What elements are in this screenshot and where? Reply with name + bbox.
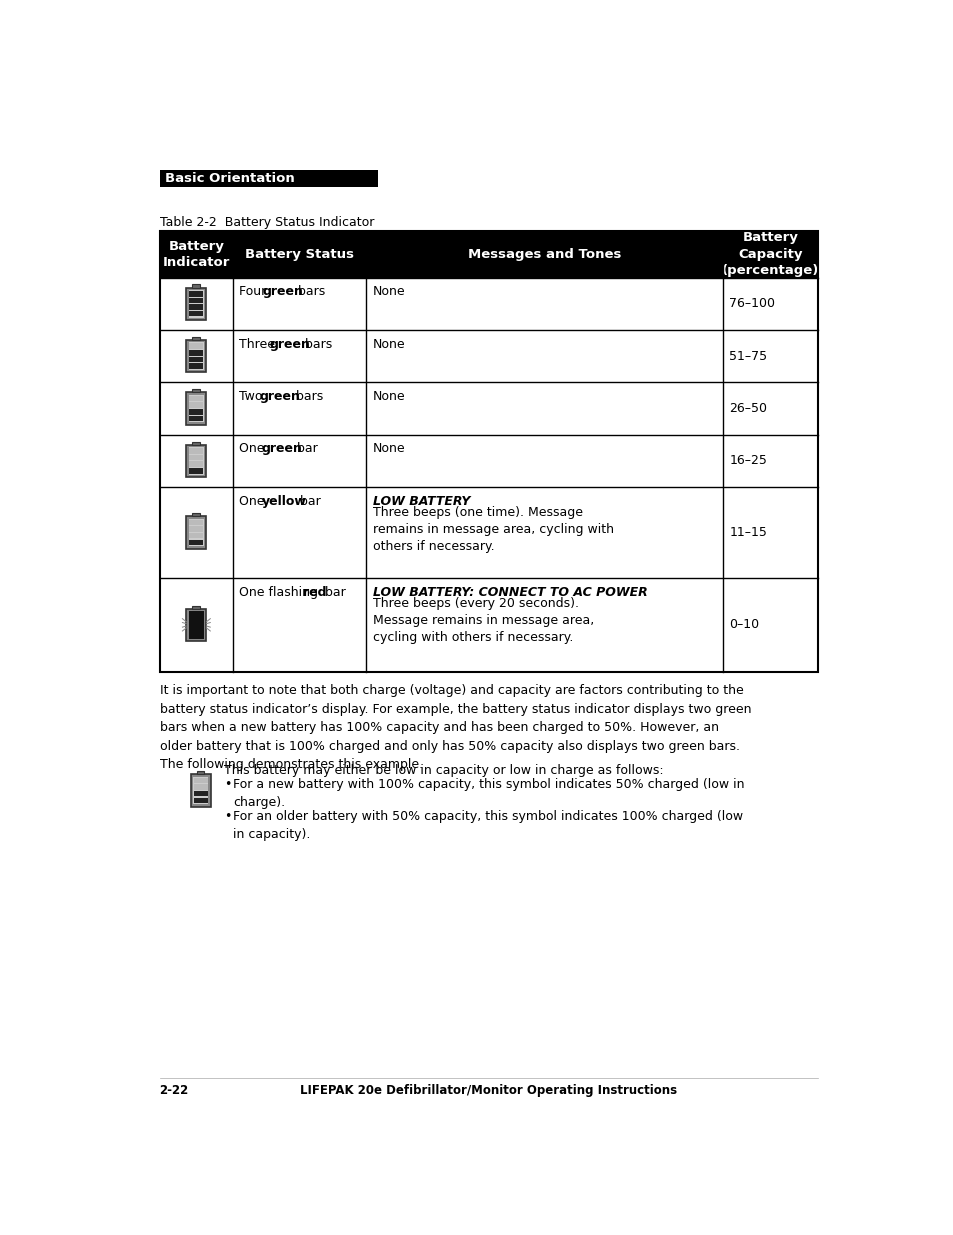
Text: For an older battery with 50% capacity, this symbol indicates 100% charged (low
: For an older battery with 50% capacity, … (233, 810, 742, 841)
Bar (193, 514, 200, 516)
Bar (186, 445, 206, 477)
Text: green: green (259, 390, 300, 403)
Text: Messages and Tones: Messages and Tones (468, 248, 620, 261)
Text: This battery may either be low in capacity or low in charge as follows:: This battery may either be low in capaci… (224, 764, 662, 777)
Bar (196, 771, 204, 774)
Text: Battery Status: Battery Status (245, 248, 354, 261)
Text: 11–15: 11–15 (728, 526, 766, 538)
Text: For a new battery with 100% capacity, this symbol indicates 50% charged (low in
: For a new battery with 100% capacity, th… (233, 778, 744, 809)
Bar (190, 311, 203, 316)
Bar (189, 395, 204, 422)
Bar (191, 774, 211, 806)
Bar (193, 605, 200, 609)
Text: 2-22: 2-22 (159, 1084, 189, 1097)
Bar (193, 798, 208, 803)
Bar (193, 778, 208, 783)
Text: Basic Orientation: Basic Orientation (165, 172, 294, 185)
Bar (159, 231, 818, 278)
Text: Three beeps (every 20 seconds).
Message remains in message area,
cycling with ot: Three beeps (every 20 seconds). Message … (373, 597, 594, 643)
Bar (159, 169, 377, 186)
Bar (190, 462, 203, 467)
Text: bars: bars (301, 337, 333, 351)
Bar (189, 342, 204, 370)
Text: Three: Three (238, 337, 278, 351)
Text: Battery
Capacity
(percentage): Battery Capacity (percentage) (721, 231, 819, 278)
Bar (186, 516, 206, 548)
Text: One: One (238, 442, 268, 456)
Bar (190, 454, 203, 461)
Bar (193, 337, 200, 340)
Bar (189, 447, 204, 474)
Text: 76–100: 76–100 (728, 298, 775, 310)
Bar (190, 409, 203, 415)
Text: It is important to note that both charge (voltage) and capacity are factors cont: It is important to note that both charge… (159, 684, 750, 771)
Bar (190, 534, 203, 538)
Bar (190, 520, 203, 525)
Text: yellow: yellow (261, 495, 306, 508)
Text: None: None (373, 285, 405, 299)
Text: LOW BATTERY: CONNECT TO AC POWER: LOW BATTERY: CONNECT TO AC POWER (373, 585, 647, 599)
Text: Four: Four (238, 285, 270, 299)
Bar (190, 350, 203, 356)
Bar (190, 304, 203, 310)
Bar (193, 442, 200, 445)
Bar (186, 393, 206, 425)
Bar (189, 611, 204, 638)
Text: Battery
Indicator: Battery Indicator (163, 240, 230, 269)
Text: Table 2-2  Battery Status Indicator: Table 2-2 Battery Status Indicator (159, 216, 374, 228)
Text: red: red (303, 585, 326, 599)
Bar (189, 519, 204, 546)
Text: None: None (373, 337, 405, 351)
Text: One: One (238, 495, 268, 508)
Bar (193, 790, 208, 797)
Bar (190, 357, 203, 362)
Bar (190, 403, 203, 408)
Bar (193, 784, 208, 790)
Bar (193, 389, 200, 393)
Bar (186, 288, 206, 320)
Text: green: green (261, 442, 302, 456)
Text: 0–10: 0–10 (728, 619, 759, 631)
Text: Two: Two (238, 390, 266, 403)
Text: None: None (373, 390, 405, 403)
Bar (190, 395, 203, 401)
Text: 26–50: 26–50 (728, 401, 766, 415)
Bar (190, 468, 203, 473)
Bar (193, 284, 200, 288)
Bar (189, 290, 204, 317)
Text: green: green (270, 337, 310, 351)
Text: Three beeps (one time). Message
remains in message area, cycling with
others if : Three beeps (one time). Message remains … (373, 506, 613, 553)
Bar (190, 526, 203, 532)
Text: •: • (224, 778, 231, 792)
Text: 16–25: 16–25 (728, 454, 766, 467)
Text: bars: bars (292, 390, 322, 403)
Bar (190, 343, 203, 348)
Bar (159, 231, 818, 672)
Text: •: • (224, 810, 231, 824)
Bar (193, 777, 208, 804)
Text: green: green (262, 285, 303, 299)
Bar (190, 416, 203, 421)
Text: LIFEPAK 20e Defibrillator/Monitor Operating Instructions: LIFEPAK 20e Defibrillator/Monitor Operat… (300, 1084, 677, 1097)
Text: None: None (373, 442, 405, 456)
Bar (190, 363, 203, 369)
Text: LOW BATTERY: LOW BATTERY (373, 495, 470, 508)
Bar (189, 611, 204, 638)
Text: bar: bar (296, 495, 320, 508)
Bar (190, 540, 203, 545)
Bar (186, 609, 206, 641)
Text: bar: bar (321, 585, 346, 599)
Bar (190, 448, 203, 453)
Bar (190, 291, 203, 296)
Bar (186, 340, 206, 372)
Text: bars: bars (294, 285, 325, 299)
Text: One flashing: One flashing (238, 585, 321, 599)
Text: bar: bar (293, 442, 317, 456)
Bar (190, 298, 203, 303)
Text: 51–75: 51–75 (728, 350, 766, 363)
